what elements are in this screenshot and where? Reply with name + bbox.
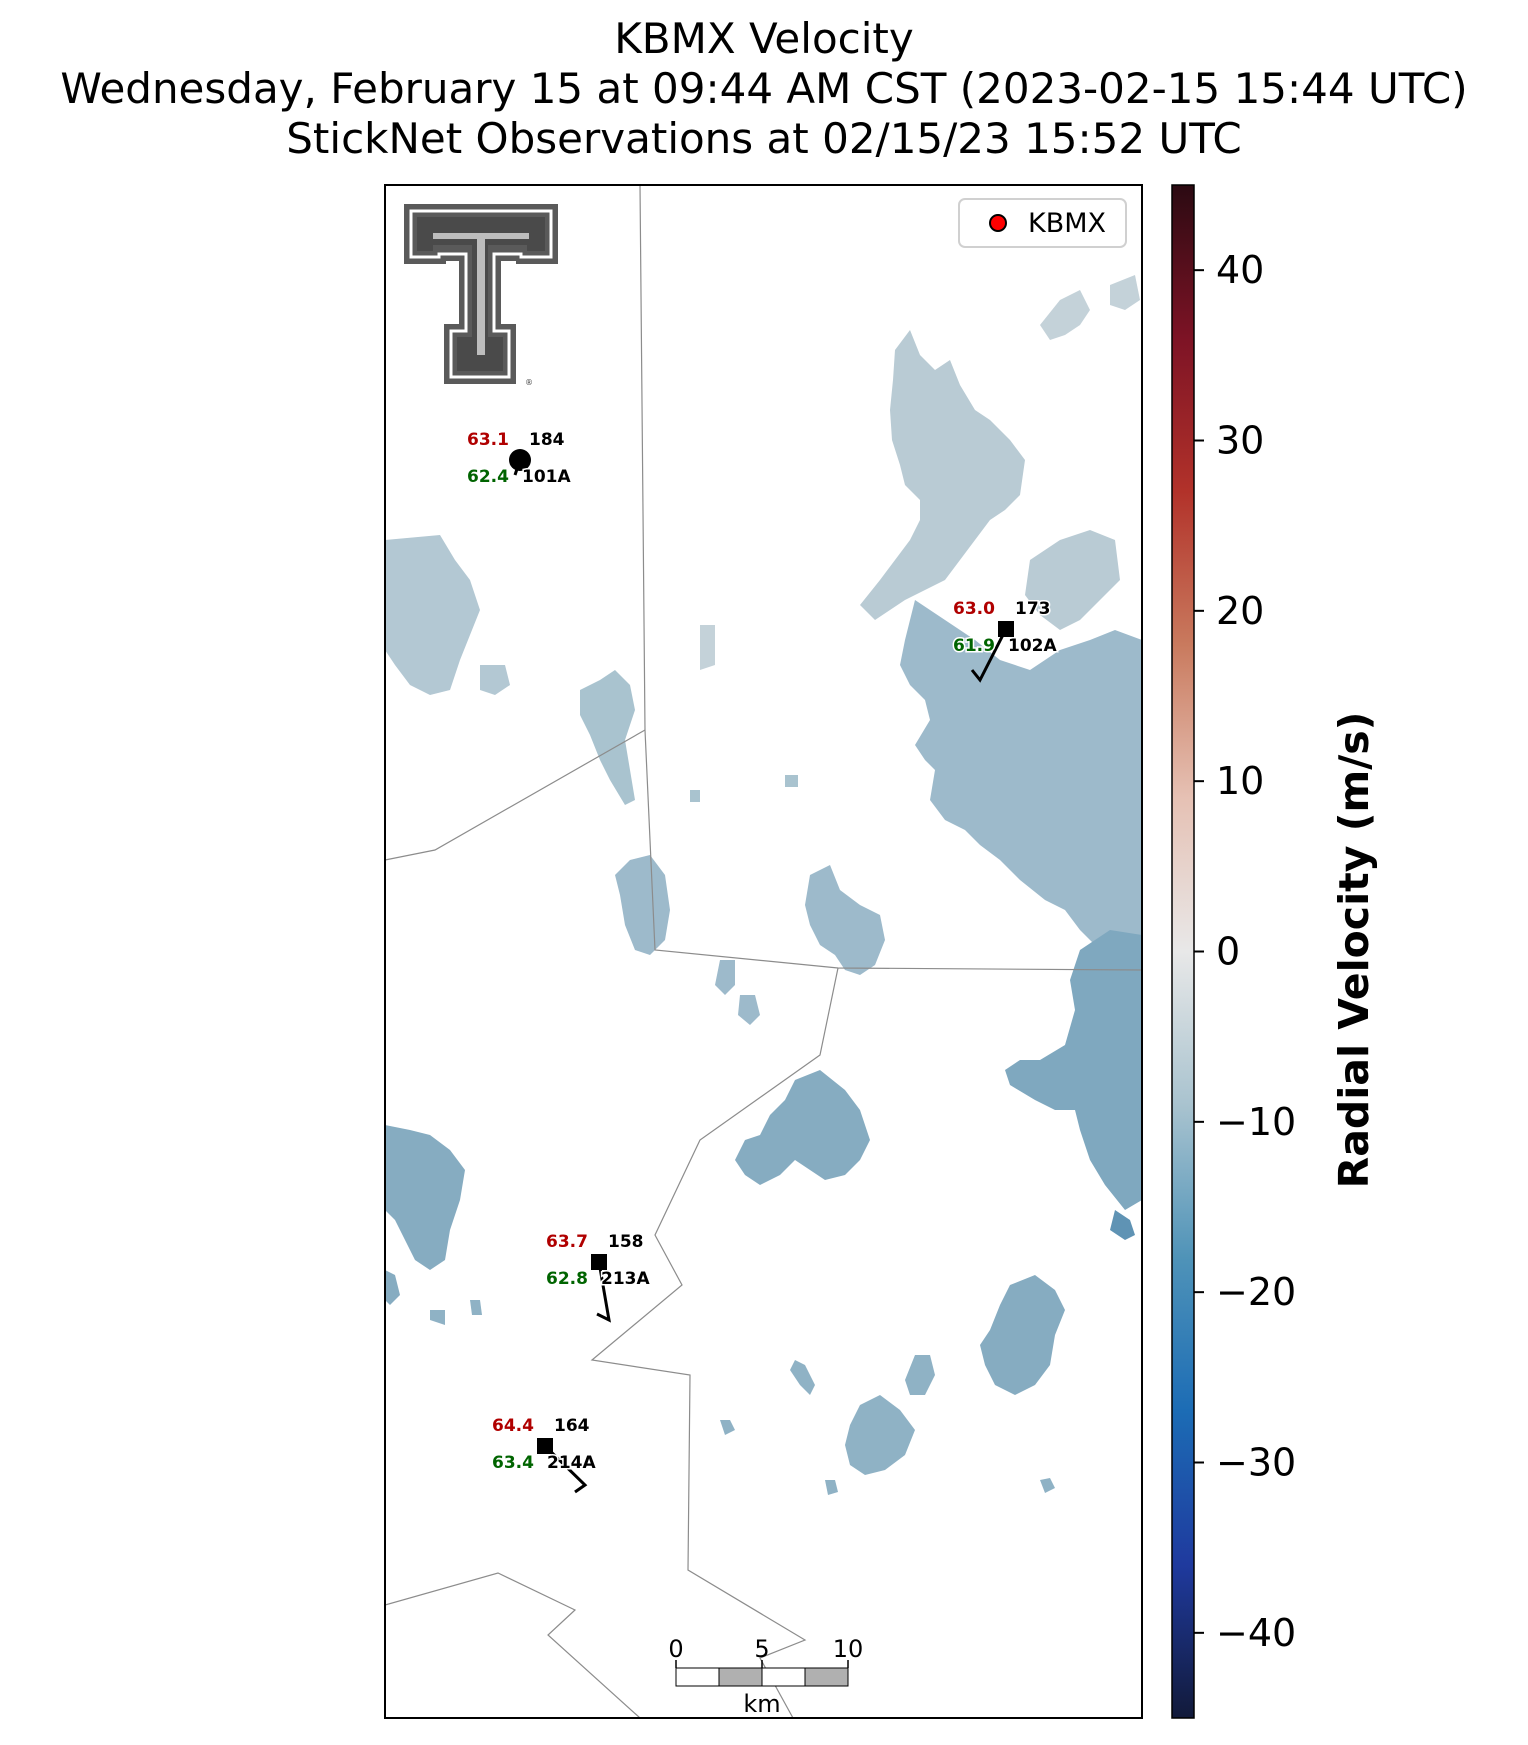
scale-segment-4 — [804, 1667, 849, 1687]
station-id: 213A — [601, 1269, 650, 1289]
scale-segment-3 — [761, 1667, 806, 1687]
radar-echo-southwest-4 — [430, 1310, 445, 1325]
radar-echo-east-1 — [1025, 530, 1120, 630]
station-101A: 63.1 184 62.4 101A — [466, 429, 573, 489]
radar-echo-south-5 — [720, 1420, 735, 1435]
radar-echo-center-3 — [715, 960, 735, 995]
county-line-4 — [385, 1572, 641, 1718]
colorbar-tick-label: −30 — [1216, 1441, 1296, 1485]
figure-title-line-1: KBMX Velocity — [614, 14, 914, 63]
colorbar-ticks: 40 30 20 10 0 −10 −20 −30 −40 — [1194, 248, 1296, 1655]
county-line-3 — [590, 967, 839, 1718]
colorbar-tick-label: −40 — [1216, 1611, 1296, 1655]
colorbar-tick-label: 30 — [1216, 419, 1264, 463]
radar-echo-east-2 — [900, 600, 1142, 980]
wind-barb — [543, 1444, 588, 1494]
legend-label: KBMX — [1028, 208, 1106, 239]
scale-label-10: 10 — [833, 1635, 864, 1663]
radar-echo-southwest-1 — [385, 1125, 465, 1270]
station-213A: 63.7 158 62.8 213A — [545, 1231, 652, 1323]
station-id: 214A — [547, 1453, 596, 1473]
radar-echo-speck-2 — [785, 775, 798, 787]
radar-echo-west-1 — [385, 535, 480, 695]
station-marker — [591, 1254, 607, 1270]
radar-echo-south-3 — [790, 1360, 815, 1395]
scale-segment-2 — [718, 1667, 763, 1687]
colorbar-label: Radial Velocity (m/s) — [1330, 712, 1378, 1189]
figure-title-line-3: StickNet Observations at 02/15/23 15:52 … — [286, 114, 1242, 163]
station-temperature: 63.0 — [953, 599, 995, 619]
colorbar-tick-label: 10 — [1216, 759, 1264, 803]
station-wind-direction: 158 — [608, 1232, 644, 1252]
radar-echo-south-4 — [905, 1355, 935, 1395]
radar-echo-east-3 — [1005, 930, 1142, 1210]
sticknet-stations: 63.1 184 62.4 101A 63.0 173 61.9 102A 63.7 158 62.… — [466, 429, 1059, 1494]
radar-echo-north-small — [700, 625, 715, 670]
station-wind-direction: 164 — [554, 1416, 590, 1436]
colorbar-tick-label: 40 — [1216, 248, 1264, 292]
radar-echo-speck-1 — [690, 790, 700, 802]
station-temperature: 63.7 — [546, 1232, 588, 1252]
figure-title-line-2: Wednesday, February 15 at 09:44 AM CST (… — [60, 64, 1468, 113]
station-wind-direction: 184 — [529, 430, 565, 450]
colorbar-tick-label: 0 — [1216, 930, 1240, 974]
scale-segment-1 — [675, 1667, 720, 1687]
radar-echo-south-7 — [1040, 1478, 1055, 1493]
scale-bar: 0 5 10 km — [668, 1635, 863, 1718]
scale-label-0: 0 — [668, 1635, 683, 1663]
radar-echo-center-1 — [735, 1070, 870, 1185]
radar-echo-south-1 — [980, 1275, 1065, 1395]
county-boundaries — [385, 185, 1142, 1718]
svg-text:®: ® — [525, 378, 533, 387]
radar-echo-center-4 — [738, 995, 760, 1025]
radar-echo-east-4 — [1110, 1210, 1135, 1240]
wind-barb — [970, 628, 1008, 683]
colorbar-tick-label: −10 — [1216, 1100, 1296, 1144]
radar-echo-south-2 — [845, 1395, 915, 1475]
colorbar-tick-label: 20 — [1216, 589, 1264, 633]
station-temperature: 64.4 — [492, 1416, 534, 1436]
radar-echo-northeast-2 — [1110, 275, 1140, 310]
radar-echo-southwest-2 — [385, 1270, 400, 1305]
county-line-1 — [639, 185, 1142, 971]
scale-unit: km — [743, 1690, 780, 1718]
wind-barb — [596, 1261, 611, 1323]
radar-echo-northeast-1 — [1040, 290, 1090, 340]
radar-echo-speck-3 — [480, 665, 510, 695]
map-frame — [384, 184, 1143, 1719]
station-dewpoint: 62.8 — [546, 1269, 588, 1289]
radar-velocity-echoes — [385, 275, 1142, 1495]
station-dewpoint: 63.4 — [492, 1453, 534, 1473]
radar-echo-north — [860, 330, 1025, 620]
legend-box — [958, 198, 1127, 248]
colorbar: 40 30 20 10 0 −10 −20 −30 −40 Radial Velocity (m… — [1171, 184, 1378, 1719]
station-102A: 63.0 173 61.9 102A — [952, 598, 1059, 683]
station-marker — [537, 1438, 553, 1454]
radar-echo-west-2 — [580, 670, 635, 805]
station-214A: 64.4 164 63.4 214A — [491, 1415, 598, 1494]
station-id: 102A — [1008, 636, 1057, 656]
texas-tech-double-t-logo: ® — [404, 204, 558, 387]
colorbar-gradient — [1171, 184, 1195, 1719]
colorbar-tick-label: −20 — [1216, 1270, 1296, 1314]
legend: KBMX — [958, 198, 1127, 248]
station-wind-direction: 173 — [1015, 599, 1051, 619]
scale-label-5: 5 — [754, 1635, 769, 1663]
map-background — [385, 185, 1142, 1718]
station-dewpoint: 62.4 — [467, 467, 509, 487]
station-marker — [998, 621, 1014, 637]
station-temperature: 63.1 — [467, 430, 509, 450]
radar-echo-center-2 — [805, 865, 885, 975]
county-line-2 — [385, 729, 646, 861]
station-marker — [509, 449, 531, 471]
station-id: 101A — [522, 467, 571, 487]
legend-radar-marker — [989, 214, 1007, 232]
radar-echo-west-3 — [615, 855, 670, 955]
radar-echo-south-6 — [825, 1480, 838, 1495]
station-dewpoint: 61.9 — [953, 636, 995, 656]
radar-echo-southwest-3 — [470, 1300, 482, 1315]
